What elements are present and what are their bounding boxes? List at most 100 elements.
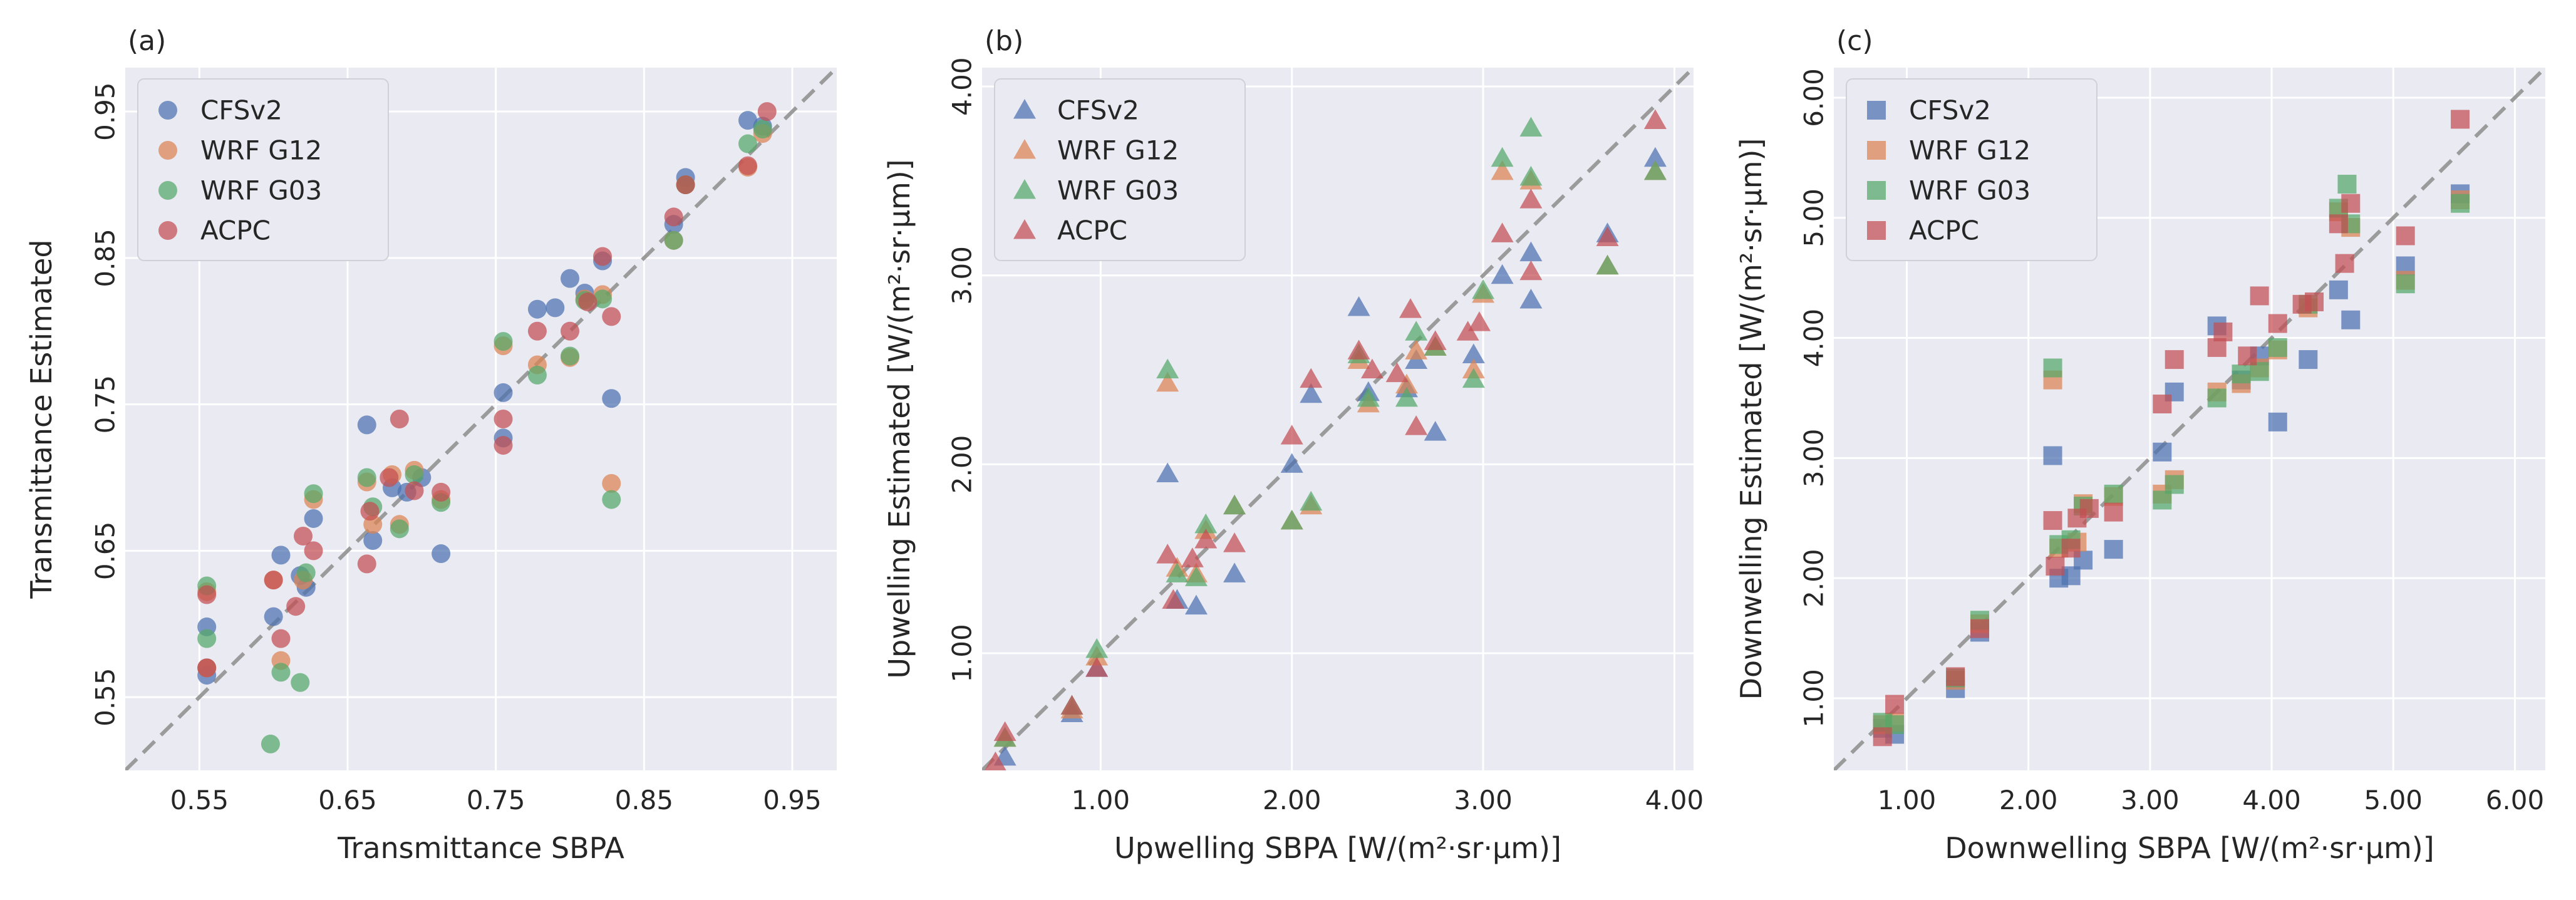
data-point — [527, 299, 547, 319]
legend-label: ACPC — [1909, 215, 1979, 246]
data-point — [1085, 638, 1109, 658]
data-point — [1519, 288, 1543, 309]
data-point — [1405, 321, 1428, 341]
x-tick-label: 4.00 — [1645, 785, 1704, 815]
data-point — [264, 571, 283, 590]
y-tick-label: 4.00 — [1799, 309, 1829, 368]
data-point — [494, 383, 513, 402]
data-point — [1395, 386, 1418, 407]
panel-label-a: (a) — [128, 25, 166, 57]
legend-marker — [1867, 181, 1886, 200]
identity-line-a — [125, 68, 837, 770]
data-point — [432, 544, 451, 564]
x-tick-label: 0.65 — [318, 785, 377, 815]
data-point — [264, 607, 283, 626]
data-point — [1462, 368, 1485, 388]
data-point — [390, 410, 409, 428]
x-ticks-c: 1.00 2.00 3.00 4.00 5.00 6.00 — [1878, 785, 2544, 815]
legend-label: CFSv2 — [200, 95, 282, 126]
data-point — [405, 465, 424, 484]
data-point — [1491, 264, 1514, 284]
data-point — [357, 468, 376, 487]
data-point — [1491, 222, 1514, 242]
data-point — [1194, 513, 1218, 534]
data-point — [296, 563, 316, 582]
data-point — [2104, 502, 2123, 522]
data-point — [2341, 310, 2361, 329]
data-point — [2250, 286, 2269, 306]
x-axis-label-c: Downwelling SBPA [W/(m²·sr·µm)] — [1945, 831, 2434, 865]
data-point — [1385, 362, 1409, 383]
data-point — [432, 482, 451, 502]
data-point — [1280, 453, 1303, 473]
data-point — [664, 230, 683, 250]
x-tick-label: 3.00 — [2121, 785, 2180, 815]
data-point — [494, 410, 513, 428]
data-point — [2104, 484, 2123, 504]
data-point — [2238, 346, 2257, 366]
data-point — [271, 629, 291, 648]
y-tick-label: 4.00 — [947, 57, 978, 116]
data-point — [1181, 547, 1204, 567]
data-point — [271, 663, 291, 682]
legend-box — [137, 78, 389, 261]
data-point — [738, 156, 757, 175]
data-point — [2207, 388, 2227, 408]
data-point — [2043, 511, 2062, 530]
legend-marker — [1013, 99, 1036, 119]
data-point — [1280, 509, 1303, 530]
data-point — [1456, 321, 1479, 341]
x-tick-label: 1.00 — [1878, 785, 1937, 815]
data-point — [494, 436, 513, 455]
y-tick-label: 6.00 — [1799, 68, 1829, 127]
data-point — [993, 721, 1016, 742]
data-point — [1970, 619, 1990, 638]
data-point — [738, 134, 757, 153]
data-point — [1467, 311, 1491, 331]
panel-label-c: (c) — [1836, 25, 1873, 57]
data-point — [1643, 109, 1667, 129]
legend-label: WRF G12 — [200, 135, 322, 166]
data-point — [1360, 358, 1384, 379]
x-tick-label: 5.00 — [2364, 785, 2423, 815]
data-point — [1085, 657, 1109, 677]
x-ticks-b: 1.00 2.00 3.00 4.00 — [1072, 785, 1704, 815]
legend-b: CFSv2 WRF G12 WRF G03 ACPC — [994, 78, 1246, 261]
x-tick-label: 1.00 — [1072, 785, 1130, 815]
data-point — [1519, 241, 1543, 262]
legend-marker — [1013, 179, 1036, 199]
data-point — [2299, 350, 2318, 370]
y-tick-label: 5.00 — [1799, 189, 1829, 247]
data-point — [363, 531, 383, 551]
x-tick-label: 4.00 — [2242, 785, 2301, 815]
data-point — [286, 597, 306, 616]
data-point — [1156, 462, 1179, 482]
data-point — [357, 554, 376, 574]
x-tick-label: 0.95 — [763, 785, 822, 815]
data-point — [2153, 395, 2172, 414]
data-point — [1405, 339, 1428, 359]
data-point — [1223, 494, 1246, 515]
legend-marker — [1867, 221, 1886, 240]
data-point — [1946, 667, 1965, 686]
data-point — [1185, 566, 1208, 586]
data-point — [1280, 425, 1303, 445]
data-point — [1491, 147, 1514, 167]
data-point — [602, 307, 621, 326]
data-point — [1472, 279, 1495, 299]
data-point — [197, 629, 217, 648]
data-point — [2335, 254, 2354, 273]
data-point — [2165, 475, 2184, 494]
data-point — [2451, 110, 2470, 129]
data-point — [546, 298, 565, 318]
data-point — [2268, 412, 2287, 432]
data-point — [390, 519, 409, 539]
data-point — [291, 673, 310, 692]
data-point — [2213, 322, 2233, 341]
legend-marker — [1867, 101, 1886, 120]
data-point — [2305, 292, 2324, 311]
data-point — [1405, 415, 1428, 435]
data-point — [2341, 194, 2361, 213]
y-tick-label: 0.65 — [90, 522, 121, 581]
data-point — [197, 585, 217, 604]
